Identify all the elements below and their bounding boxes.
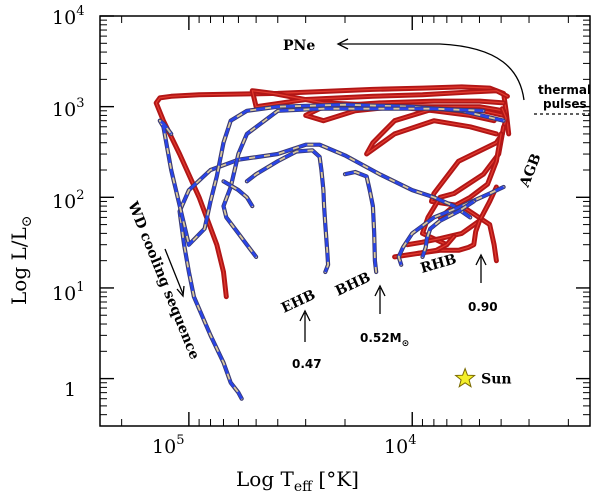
wd-track-15 [342, 169, 379, 275]
arrow-047-head [299, 309, 311, 322]
wd-arrow-head [176, 285, 185, 298]
sun-star-icon [454, 367, 476, 388]
wd-track-dash-10 [178, 143, 471, 400]
wd-track-core-15 [344, 171, 378, 273]
bhb-label: BHB [333, 269, 373, 299]
y-axis-label: Log L/L⊙ [7, 215, 35, 305]
wd-track-13 [244, 148, 331, 275]
agb-label: AGB [516, 151, 544, 190]
red-track-core-9 [394, 235, 455, 258]
thermal-pulses-label-1: thermal [538, 83, 591, 97]
pne-arrow-head [336, 38, 349, 50]
wd-track-dash-11 [158, 103, 504, 248]
y-tick-label-1: 1 [64, 379, 76, 401]
x-tick-label-1e4: 104 [384, 433, 416, 458]
wd-track-dash-15 [344, 170, 378, 273]
wd-track-core-13 [246, 149, 329, 273]
y-tick-label-1e4: 104 [52, 4, 84, 29]
y-tick-label-1e1: 101 [52, 280, 84, 305]
arrow-090-head [475, 253, 487, 266]
pne-arrow [340, 43, 525, 101]
mass-label-052: 0.52M⊙ [360, 331, 409, 349]
evolutionary-tracks [153, 84, 512, 401]
thermal-pulses-label-2: pulses [543, 97, 587, 111]
wd-track-dash-13 [246, 148, 330, 273]
x-axis-label: Log Teff [°K] [236, 467, 359, 495]
red-track-core-2 [305, 100, 505, 122]
y-tick-label-1e2: 102 [52, 188, 84, 213]
minor-ticks [100, 16, 590, 427]
wd-track-dash-12 [222, 107, 484, 258]
sun-label: Sun [481, 372, 511, 388]
sun-marker [454, 367, 476, 388]
mass-label-047: 0.47 [292, 357, 322, 371]
x-tick-label-1e5: 105 [152, 433, 184, 458]
y-tick-label-1e3: 103 [52, 96, 84, 121]
wd-track-dash-14 [222, 180, 254, 207]
major-ticks [100, 15, 590, 426]
arrow-052-head [374, 284, 386, 297]
wd-track-dash-17 [421, 200, 475, 258]
wd-track-dash-16 [397, 185, 505, 266]
ehb-label: EHB [279, 287, 318, 317]
wd-arrow [164, 248, 184, 295]
mass-label-090: 0.90 [468, 300, 498, 314]
annotation-arrows [164, 38, 590, 342]
red-track-core-7 [406, 186, 497, 246]
pne-label: PNe [283, 38, 315, 54]
